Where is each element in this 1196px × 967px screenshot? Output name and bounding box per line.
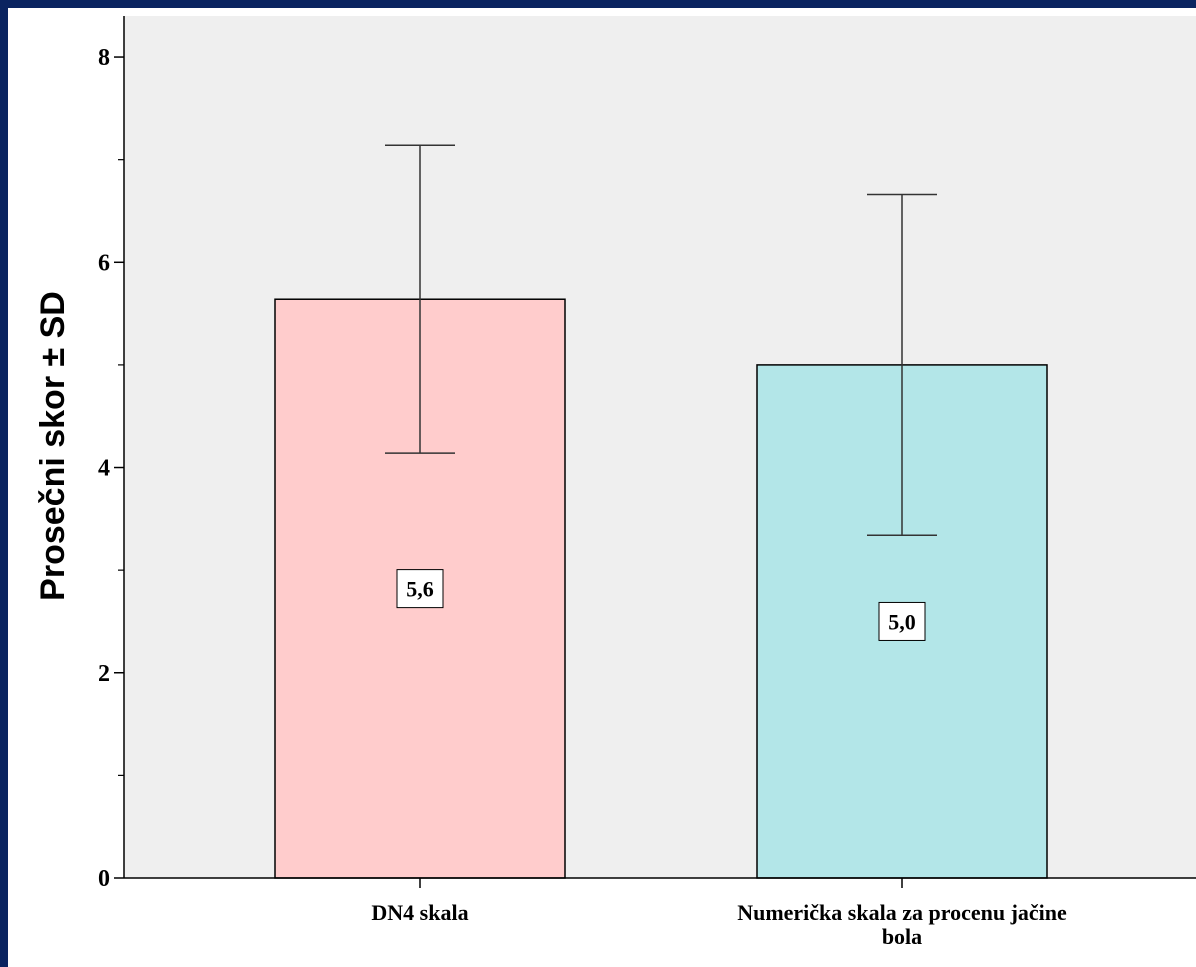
data-label-box-1 — [396, 569, 444, 609]
axes: 0 2 4 6 8 DN4 skala Numerička skala za procenu… — [98, 16, 1196, 949]
y-tick-label-6: 6 — [98, 250, 110, 276]
data-label-1: 5,6 — [406, 577, 434, 602]
data-labels: 5,6 5,0 — [396, 569, 926, 641]
x-category-label-2-line-1: Numerička skala za procenu jačine — [737, 900, 1067, 925]
error-bars — [385, 144, 937, 537]
y-tick-label-4: 4 — [98, 456, 110, 482]
y-tick-label-2: 2 — [98, 661, 110, 687]
chart-frame: 5,6 5,0 0 2 4 6 8 DN4 skala Numerička skala za … — [8, 8, 1196, 967]
x-category-label-1: DN4 skala — [371, 900, 468, 925]
data-label-2: 5,0 — [888, 609, 916, 634]
data-label-box-2 — [878, 601, 926, 641]
x-category-label-2-line-2: bola — [882, 924, 922, 949]
y-axis-title: Prosečni skor ± SD — [34, 291, 72, 601]
y-tick-label-8: 8 — [98, 45, 110, 71]
bar-chart: 5,6 5,0 0 2 4 6 8 DN4 skala Numerička skala za … — [34, 16, 1196, 949]
y-tick-label-0: 0 — [98, 866, 110, 892]
